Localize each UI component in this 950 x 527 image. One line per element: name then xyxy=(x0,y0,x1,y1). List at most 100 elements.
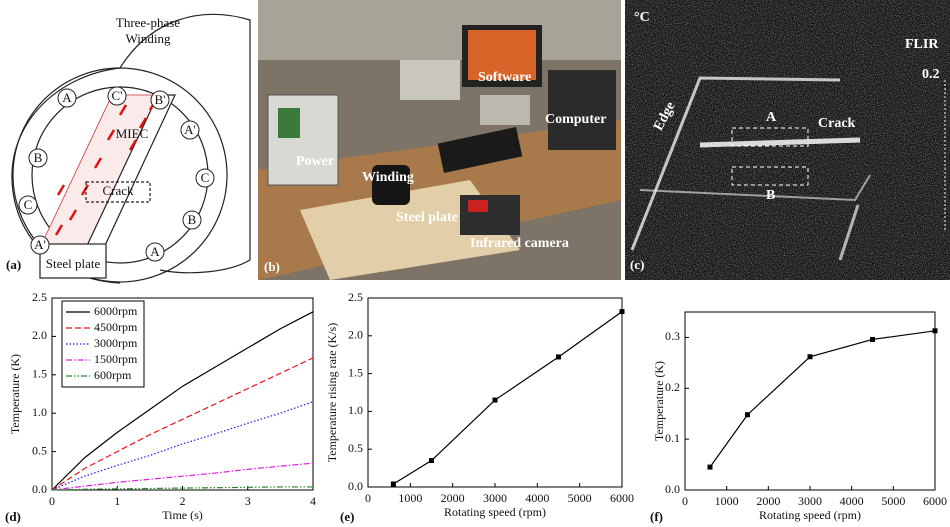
point-marker xyxy=(429,458,434,464)
phase-label: C xyxy=(201,170,210,185)
stator-outer xyxy=(12,67,228,283)
y-tick-label: 0.3 xyxy=(665,329,680,343)
panel-label: (f) xyxy=(650,509,663,524)
point-marker xyxy=(870,336,875,342)
screen xyxy=(468,30,536,80)
oscilloscope xyxy=(480,95,530,125)
legend-label: 6000rpm xyxy=(94,304,138,318)
x-axis-label: Rotating speed (rpm) xyxy=(759,508,861,522)
winding-title: Winding xyxy=(126,31,171,46)
y-tick-label: 0.5 xyxy=(32,443,47,457)
y-tick-label: 0.5 xyxy=(348,441,363,455)
series-line xyxy=(51,357,314,491)
y-tick-label: 0.0 xyxy=(348,479,363,493)
point-marker xyxy=(807,354,813,360)
y-tick-label: 1.5 xyxy=(32,367,47,381)
phase-label: A' xyxy=(34,237,46,252)
eddy-arrows xyxy=(54,99,158,236)
phase-circle xyxy=(150,90,170,110)
x-tick-label: 3000 xyxy=(798,494,822,508)
computer xyxy=(548,70,616,150)
photo-label: Power xyxy=(296,154,334,169)
legend-label: 600rpm xyxy=(94,368,132,382)
phase-label: B xyxy=(188,212,197,227)
phase-label: C' xyxy=(111,88,122,103)
y-tick-label: 0.1 xyxy=(665,431,680,445)
y-axis-label: Temperature (K) xyxy=(8,354,22,434)
phase-label: A xyxy=(150,244,160,259)
thermal-label: Crack xyxy=(818,116,856,131)
x-tick-label: 4000 xyxy=(525,491,549,505)
point-marker xyxy=(556,354,561,360)
thermal-label: 0.2 xyxy=(922,67,940,82)
series-line xyxy=(709,330,936,468)
phase-circle xyxy=(18,195,38,215)
winding-title: Three-phase xyxy=(116,15,180,30)
y-tick-label: 2.5 xyxy=(32,290,47,304)
y-tick-label: 1.0 xyxy=(348,403,363,417)
photo-label: Winding xyxy=(362,170,414,185)
panel-a xyxy=(11,13,251,284)
phase-label: B xyxy=(34,150,43,165)
legend-label: 4500rpm xyxy=(94,320,138,334)
point-marker xyxy=(492,397,498,403)
point-marker xyxy=(932,328,938,334)
x-tick-label: 3 xyxy=(245,494,251,508)
y-axis-label: Temperature rising rate (K/s) xyxy=(325,323,339,462)
y-tick-label: 2.0 xyxy=(348,328,363,342)
lab-wall xyxy=(258,0,621,60)
thermal-label: A xyxy=(766,110,777,125)
x-tick-label: 6000 xyxy=(923,494,947,508)
phase-label: B' xyxy=(154,92,165,107)
panel-label: (b) xyxy=(264,259,280,274)
region-a xyxy=(731,127,809,147)
y-tick-label: 1.5 xyxy=(348,365,363,379)
x-tick-label: 0 xyxy=(365,491,371,505)
panel-c xyxy=(625,0,950,280)
phase-circle xyxy=(57,88,77,108)
y-tick-label: 0.0 xyxy=(32,482,47,496)
x-tick-label: 0 xyxy=(49,494,55,508)
x-tick-label: 2 xyxy=(180,494,186,508)
crack-label: Crack xyxy=(102,183,134,198)
camera-badge xyxy=(468,200,488,212)
photo-label: Software xyxy=(478,70,531,85)
y-tick-label: 0.0 xyxy=(665,482,680,496)
phase-label: C xyxy=(24,197,33,212)
series-line xyxy=(393,311,623,485)
x-tick-label: 5000 xyxy=(881,494,905,508)
phase-label: A xyxy=(62,90,72,105)
thermal-label: °C xyxy=(634,10,650,25)
region-b xyxy=(731,166,809,186)
photo-label: Steel plate xyxy=(396,210,458,225)
point-marker xyxy=(745,412,750,418)
power-display xyxy=(278,108,300,138)
thermal-label: FLIR xyxy=(905,37,939,52)
crack-box xyxy=(85,181,151,203)
x-tick-label: 2000 xyxy=(441,491,465,505)
point-marker xyxy=(707,464,713,470)
panel-label: (a) xyxy=(6,257,21,272)
panel-label: (c) xyxy=(630,257,644,272)
winding-device xyxy=(372,165,410,205)
x-tick-label: 4000 xyxy=(840,494,864,508)
legend-box xyxy=(61,300,145,388)
phase-circle xyxy=(182,210,202,230)
plot-frame xyxy=(684,311,936,491)
panel-label: (e) xyxy=(340,509,354,524)
cylinder-outline xyxy=(119,13,251,274)
x-tick-label: 6000 xyxy=(610,491,634,505)
legend-label: 3000rpm xyxy=(94,336,138,350)
instrument xyxy=(400,60,460,100)
hot-lines xyxy=(630,76,946,261)
x-tick-label: 1000 xyxy=(715,494,739,508)
plot-frame xyxy=(367,297,623,488)
photo-label: Computer xyxy=(545,112,606,127)
x-tick-label: 1000 xyxy=(398,491,422,505)
phase-circle xyxy=(30,235,50,255)
phase-circle xyxy=(180,120,200,140)
phase-circle xyxy=(195,168,215,188)
y-tick-label: 0.2 xyxy=(665,380,680,394)
phase-circle xyxy=(145,242,165,262)
